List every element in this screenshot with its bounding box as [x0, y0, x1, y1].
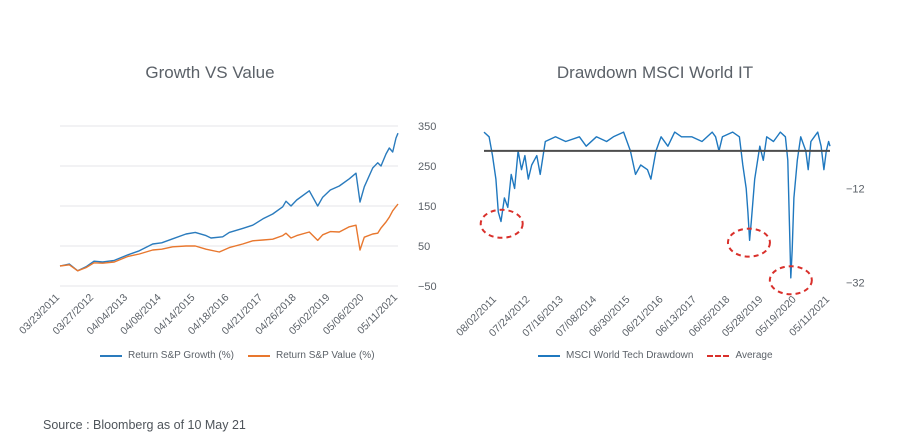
trough-highlight-circle [479, 208, 524, 239]
drawdown-legend-swatch [538, 354, 560, 357]
drawdown-chart-title: Drawdown MSCI World IT [556, 63, 754, 82]
y-tick-label: 250 [418, 161, 436, 173]
value-legend-label: Return S&P Value (%) [275, 350, 375, 361]
source-note: Source : Bloomberg as of 10 May 21 [43, 418, 246, 432]
drawdown-legend: MSCI World Tech Drawdown Average [538, 350, 773, 361]
y-tick-label: 150 [418, 201, 436, 213]
drawdown-legend-label: MSCI World Tech Drawdown [566, 350, 694, 361]
y-tick-label: 50 [418, 241, 430, 253]
value-series-line [59, 203, 399, 272]
y-tick-label: −50 [418, 281, 437, 293]
value-legend-swatch [247, 354, 270, 357]
growth-value-legend: Return S&P Growth (%) Return S&P Value (… [100, 350, 375, 361]
growth-series-line [59, 132, 399, 272]
trough-highlight-circle [726, 227, 771, 258]
growth-legend-label: Return S&P Growth (%) [128, 350, 234, 361]
trough-highlight-circle [768, 265, 813, 296]
growth-value-chart: 35025015050−5003/23/201103/27/201204/04/… [17, 121, 437, 337]
growth-legend-swatch [100, 354, 122, 357]
y-tick-label: −12 [846, 184, 865, 196]
average-legend-label: Average [735, 350, 773, 361]
average-legend-swatch [707, 354, 730, 357]
y-tick-label: 350 [418, 121, 436, 133]
drawdown-chart: −12−3208/02/201107/24/201207/16/201307/0… [454, 131, 865, 339]
y-tick-label: −32 [846, 278, 865, 290]
drawdown-series-line [483, 131, 831, 279]
growth-value-chart-title: Growth VS Value [145, 63, 275, 82]
